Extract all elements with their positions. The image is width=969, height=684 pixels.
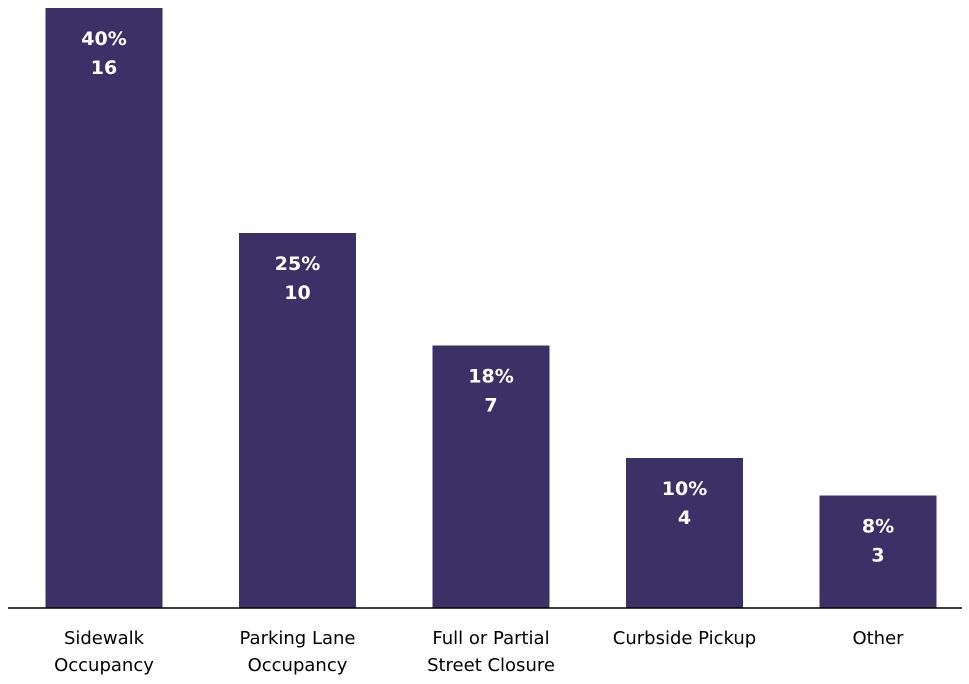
bar-2	[432, 345, 550, 608]
category-label-1-line-1: Occupancy	[248, 655, 348, 676]
category-label-2-line-1: Street Closure	[427, 655, 555, 676]
category-label-0-line-1: Occupancy	[54, 655, 154, 676]
percent-label-0: 40%	[81, 28, 126, 50]
bars-group	[45, 8, 937, 608]
bar-1	[239, 233, 356, 608]
bar-4	[819, 495, 937, 608]
category-labels-group: Sidewalk Occupancy Parking Lane Occupancy Fu…	[54, 628, 904, 676]
count-label-1: 10	[284, 282, 310, 304]
bar-3	[626, 458, 743, 608]
data-labels-group: 40% 16 25% 10 18% 7 10% 4 8% 3	[81, 28, 894, 567]
percent-label-2: 18%	[468, 366, 513, 388]
percent-label-3: 10%	[662, 478, 707, 500]
percent-label-1: 25%	[275, 253, 320, 275]
count-label-3: 4	[678, 507, 691, 529]
category-label-3-line-0: Curbside Pickup	[613, 628, 756, 649]
count-label-2: 7	[484, 395, 497, 417]
bar-0	[45, 8, 163, 608]
count-label-4: 3	[871, 545, 884, 567]
category-label-2-line-0: Full or Partial	[432, 628, 549, 649]
percent-label-4: 8%	[862, 516, 894, 538]
count-label-0: 16	[91, 57, 117, 79]
category-label-0-line-0: Sidewalk	[64, 628, 145, 649]
category-label-4-line-0: Other	[852, 628, 904, 649]
category-label-1-line-0: Parking Lane	[240, 628, 356, 649]
